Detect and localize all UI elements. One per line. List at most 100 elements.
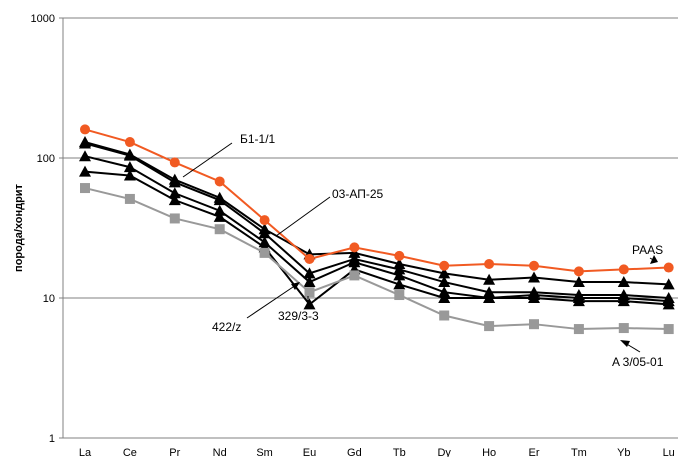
x-tick-label: Nd [213,447,227,457]
data-point [168,187,181,199]
data-point [123,161,136,173]
x-tick-label: Gd [347,447,362,457]
x-tick-label: Lu [663,447,675,457]
data-point [394,250,405,261]
data-point [528,271,540,283]
x-tick-label: Tb [393,447,406,457]
data-point [124,193,135,204]
data-point [438,276,451,288]
data-point [168,176,181,188]
series-line [84,155,669,303]
data-point [439,310,450,321]
x-tick-label: Yb [617,447,630,457]
annotation-leader-b1 [182,142,233,178]
data-point [438,286,451,298]
y-tick-label: 10 [43,293,55,305]
data-point [529,319,539,330]
data-point [79,150,91,162]
data-point [304,287,315,298]
data-point [304,253,315,264]
data-point [618,264,629,275]
data-point [214,176,225,187]
data-point [214,224,225,235]
x-tick-label: Sm [256,447,273,457]
data-point [123,169,136,181]
data-point [573,324,584,335]
y-tick-label: 100 [37,153,55,165]
series-line [84,187,669,331]
data-point [393,269,406,281]
data-point [617,276,630,288]
data-point [348,256,361,268]
x-tick-label: Dy [437,447,451,457]
data-point [393,263,406,275]
data-point [213,210,226,222]
data-point [483,286,496,298]
data-point [484,321,495,332]
series-5 [80,183,674,335]
series-line [84,128,669,273]
series-line [84,142,669,299]
data-point [303,267,316,279]
series-2 [79,137,675,303]
grid-lines [59,17,678,439]
data-point [303,298,316,310]
data-point [394,290,405,301]
annotation-03ap25: 03-АП-25 [332,187,384,201]
y-tick-labels: 1 10 100 1000 [31,13,55,445]
annotation-paas: PAAS [632,243,663,257]
data-point [483,292,496,303]
x-tick-label: Pr [169,447,180,457]
data-point [663,262,674,273]
data-point [438,292,451,303]
data-point [483,273,496,285]
data-point [572,295,585,307]
series-line [84,141,669,286]
x-tick-label: Ce [123,447,137,457]
data-point [259,215,270,226]
data-point [79,165,91,177]
data-point [169,157,180,168]
series-line [84,170,669,306]
data-point [617,295,630,307]
x-tick-label: Ho [482,447,496,457]
data-point [259,247,270,258]
x-tick-label: La [79,447,92,457]
annotation-422z: 422/z [212,320,241,334]
axes [62,18,678,439]
annotation-arrow-422z [291,282,300,290]
data-point [662,298,675,310]
annotation-arrow-paas [650,255,658,264]
annotation-a305: A 3/05-01 [612,355,664,369]
series-0 [80,124,674,277]
data-point [484,258,495,269]
data-point [393,278,406,290]
y-tick-label: 1000 [31,13,55,25]
annotation-arrow-a305 [620,340,630,347]
data-point [169,213,180,224]
x-tick-labels: La Ce Pr Nd Sm Eu Gd Tb Dy Ho Er Tm Yb Lu [79,447,675,457]
data-point [573,266,584,277]
data-point [213,204,226,216]
data-point [80,183,90,194]
data-point [349,270,360,281]
annotations: Б1-1/1 03-АП-25 422/z 329/3-3 PAAS A 3/0… [182,132,664,369]
series-4 [79,165,675,310]
data-point [168,194,181,206]
data-point [348,246,361,258]
x-tick-label: Eu [303,447,316,457]
data-point [663,324,674,335]
data-point [124,137,135,148]
annotation-leader-422z [246,284,297,319]
data-point [79,137,91,149]
data-point [213,194,226,206]
annotation-b1: Б1-1/1 [240,132,276,146]
data-point [618,323,629,334]
data-point [258,227,271,239]
y-tick-label: 1 [49,433,55,445]
data-point [528,292,540,303]
annotation-329: 329/3-3 [278,309,319,323]
data-point [662,278,675,290]
data-point [438,267,451,279]
